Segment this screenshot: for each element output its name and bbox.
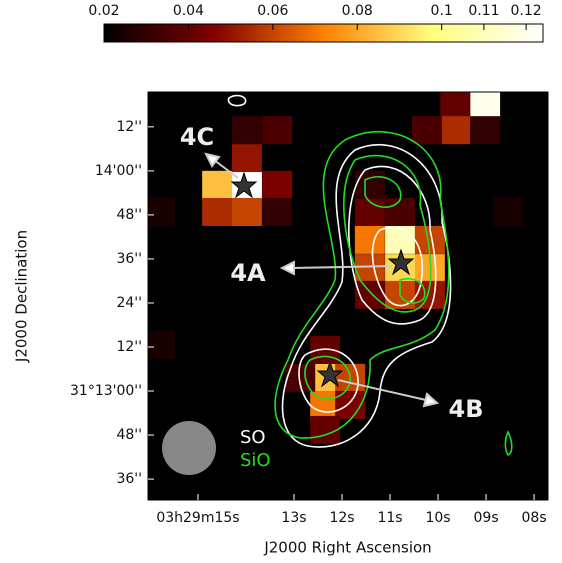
x-tick-label: 03h29m15s — [156, 510, 239, 526]
cell — [148, 330, 176, 359]
so-contour — [227, 94, 247, 107]
sio-contour — [399, 278, 426, 304]
sio-contour — [364, 175, 402, 208]
y-tick-label: 36'' — [116, 251, 142, 267]
colorbar-tick-label: 0.08 — [342, 3, 373, 19]
y-tick-label: 48'' — [116, 207, 142, 223]
plot-frame — [147, 91, 549, 501]
y-axis-title: J2000 Declination — [13, 230, 31, 363]
cell — [354, 170, 385, 199]
colorbar-tick-label: 0.1 — [431, 3, 453, 19]
x-tick-label: 09s — [474, 510, 499, 526]
cell — [262, 197, 293, 226]
annotation: 4C — [180, 123, 214, 151]
cell — [310, 415, 341, 444]
y-tick-label: 31°13'00'' — [70, 383, 142, 399]
annotation: 4B — [449, 395, 484, 423]
y-tick-label: 48'' — [116, 427, 142, 443]
arrow — [291, 265, 393, 269]
legend-entry: SiO — [240, 450, 271, 471]
arrow — [337, 379, 427, 401]
beam — [162, 421, 216, 475]
cell — [148, 197, 176, 226]
cell — [285, 363, 316, 392]
so-contour — [281, 144, 452, 448]
colorbar — [103, 23, 544, 43]
y-tick-label: 36'' — [116, 471, 142, 487]
sio-contour — [304, 355, 351, 400]
colorbar-tick-label: 0.12 — [511, 3, 542, 19]
colorbar-tick-label: 0.04 — [173, 3, 204, 19]
star — [387, 248, 415, 276]
annotation: 4A — [230, 259, 266, 287]
cell — [440, 116, 471, 145]
sio-contour — [504, 430, 513, 457]
sources — [230, 171, 415, 388]
x-tick-label: 12s — [329, 510, 354, 526]
cell — [231, 116, 262, 145]
arrowhead — [279, 260, 295, 276]
star — [230, 171, 258, 199]
cell — [470, 92, 501, 119]
x-tick-label: 13s — [281, 510, 306, 526]
legend-entry: SO — [240, 427, 266, 448]
so-contour — [298, 348, 359, 413]
cell — [202, 197, 233, 226]
sio-contour — [274, 130, 450, 439]
arrowhead — [204, 152, 221, 168]
cell — [493, 197, 524, 226]
cell — [354, 254, 385, 283]
y-tick-label: 14'00'' — [95, 163, 142, 179]
cell — [262, 116, 293, 145]
y-tick-label: 12'' — [116, 339, 142, 355]
arrows — [204, 152, 440, 408]
cell — [470, 116, 501, 145]
x-axis-title: J2000 Right Ascension — [263, 539, 431, 557]
x-tick-label: 10s — [425, 510, 450, 526]
star — [316, 360, 344, 388]
cell — [411, 116, 442, 145]
x-tick-label: 11s — [377, 510, 402, 526]
y-tick-label: 24'' — [116, 295, 142, 311]
colorbar-tick-label: 0.06 — [257, 3, 288, 19]
y-tick-label: 12'' — [116, 119, 142, 135]
cell — [202, 170, 233, 199]
x-tick-label: 08s — [522, 510, 547, 526]
cell — [231, 197, 262, 226]
arrow — [213, 159, 239, 179]
colorbar-tick-label: 0.02 — [88, 3, 119, 19]
cell — [385, 197, 416, 226]
cell — [440, 92, 471, 119]
sio-contour — [343, 154, 432, 313]
cell — [262, 170, 293, 199]
cell — [385, 225, 416, 254]
contours — [227, 94, 513, 457]
colorbar-tick-label: 0.11 — [468, 3, 499, 19]
cell — [231, 144, 262, 173]
arrowhead — [422, 392, 440, 408]
